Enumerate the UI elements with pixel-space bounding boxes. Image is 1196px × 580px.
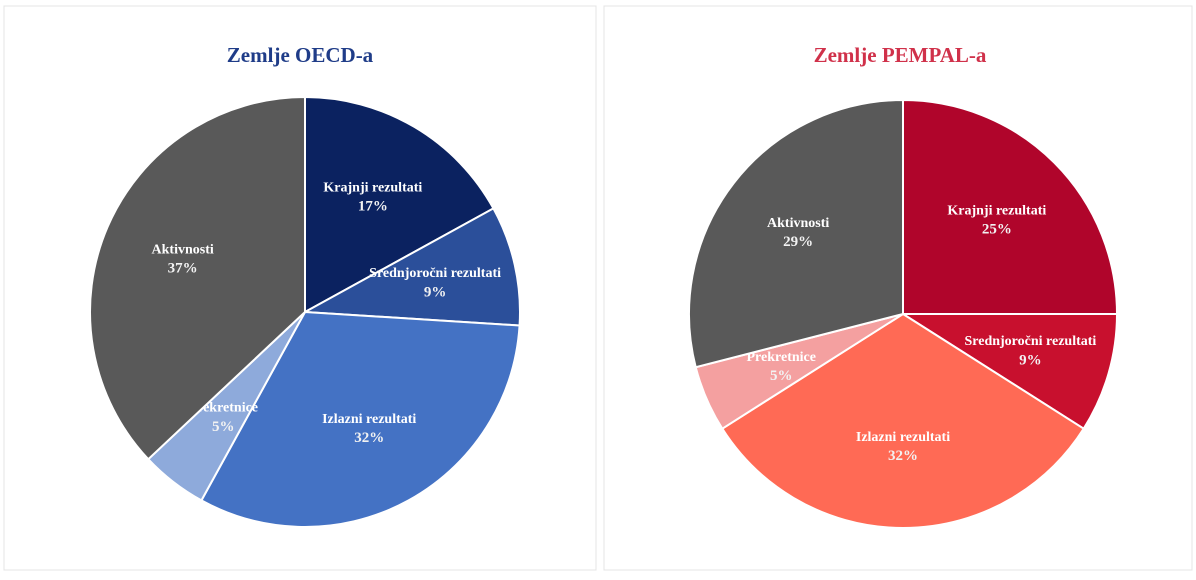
pie-slice: [304, 95, 495, 314]
pie-slice: [688, 98, 904, 369]
slice-label: Krajnji rezultati: [323, 180, 422, 195]
slice-value-label: 25%: [982, 222, 1012, 238]
slice-label: Izlazni rezultati: [856, 430, 950, 445]
slice-value-label: 29%: [783, 234, 813, 250]
chart-title: Zemlje PEMPAL-a: [814, 43, 987, 67]
pie-slice: [89, 95, 306, 461]
slice-label: Srednjoročni rezultati: [964, 334, 1096, 349]
slice-value-label: 5%: [212, 419, 235, 435]
slice-value-label: 32%: [888, 448, 918, 464]
pie-slice: [720, 312, 1086, 530]
pie-slice: [902, 98, 1119, 315]
slice-value-label: 32%: [354, 430, 384, 446]
slice-label: Izlazni rezultati: [322, 412, 416, 427]
slice-label: Prekretnice: [747, 350, 816, 365]
slice-label: Srednjoročni rezultati: [369, 266, 501, 281]
pie-slice: [301, 207, 521, 327]
chart-title: Zemlje OECD-a: [227, 43, 374, 67]
slice-value-label: 5%: [770, 368, 793, 384]
pie-slice: [899, 313, 1119, 431]
slice-value-label: 17%: [358, 199, 388, 215]
slice-label: Aktivnosti: [767, 216, 829, 231]
slice-value-label: 9%: [1019, 352, 1042, 368]
slice-value-label: 37%: [168, 260, 198, 276]
slice-value-label: 9%: [424, 284, 447, 300]
slice-label: Krajnji rezultati: [947, 203, 1046, 218]
pie-slice: [200, 310, 521, 528]
slice-label: Aktivnosti: [152, 242, 214, 257]
